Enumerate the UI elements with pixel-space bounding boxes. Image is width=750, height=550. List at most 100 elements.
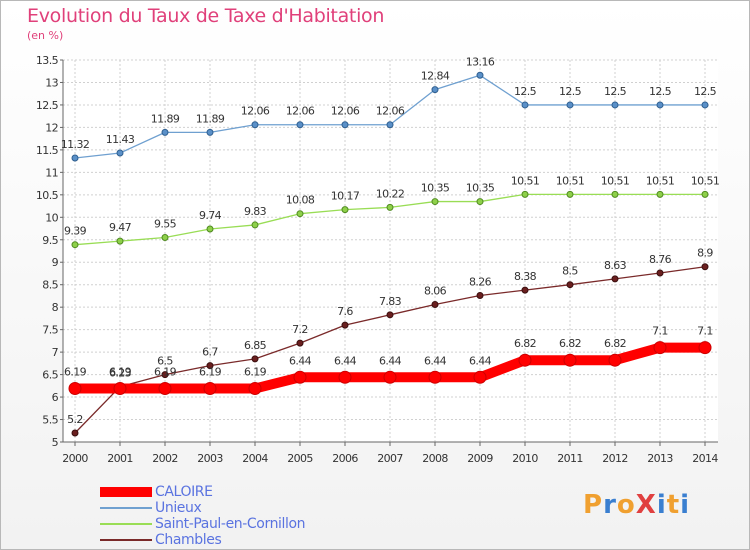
data-point bbox=[566, 101, 574, 109]
data-label: 10.51 bbox=[691, 174, 720, 187]
data-point bbox=[341, 121, 349, 129]
data-label: 9.47 bbox=[109, 221, 132, 234]
x-tick-label: 2014 bbox=[692, 452, 718, 465]
data-point bbox=[206, 362, 214, 370]
data-label: 8.38 bbox=[514, 270, 537, 283]
data-point bbox=[701, 101, 709, 109]
x-tick-label: 2002 bbox=[152, 452, 178, 465]
data-label: 7.2 bbox=[292, 323, 308, 336]
legend-label: Saint-Paul-en-Cornillon bbox=[155, 516, 306, 532]
data-label: 9.74 bbox=[199, 209, 222, 222]
data-point bbox=[521, 101, 529, 109]
data-point bbox=[68, 382, 82, 396]
y-tick-label: 8.5 bbox=[42, 279, 58, 292]
data-point bbox=[476, 291, 484, 299]
data-point bbox=[653, 341, 667, 355]
data-point bbox=[611, 101, 619, 109]
data-label: 5.2 bbox=[67, 413, 83, 426]
data-point bbox=[251, 121, 259, 129]
data-point bbox=[206, 128, 214, 136]
chart-subtitle: (en %) bbox=[27, 29, 64, 42]
data-label: 11.32 bbox=[61, 138, 90, 151]
data-point bbox=[701, 263, 709, 271]
data-label: 6.82 bbox=[514, 337, 536, 350]
data-point bbox=[698, 341, 712, 355]
series-lines bbox=[68, 71, 712, 437]
data-point bbox=[71, 154, 79, 162]
data-point bbox=[656, 190, 664, 198]
data-label: 10.51 bbox=[556, 174, 585, 187]
series-unieux bbox=[71, 71, 709, 162]
chart-title: Evolution du Taux de Taxe d'Habitation bbox=[27, 5, 385, 27]
logo-letter: i bbox=[680, 490, 691, 520]
logo-letter: o bbox=[616, 490, 636, 520]
legend-label: Chambles bbox=[155, 532, 222, 548]
data-point bbox=[701, 190, 709, 198]
data-label: 11.89 bbox=[151, 112, 180, 125]
data-point bbox=[431, 300, 439, 308]
data-point bbox=[341, 206, 349, 214]
data-point bbox=[338, 370, 352, 384]
data-label: 10.22 bbox=[376, 187, 405, 200]
data-label: 12.06 bbox=[286, 105, 315, 118]
data-label: 6.23 bbox=[109, 367, 132, 380]
data-label: 6.19 bbox=[244, 366, 267, 379]
data-label: 9.55 bbox=[154, 218, 177, 231]
data-label: 7.1 bbox=[697, 325, 713, 338]
data-label: 12.84 bbox=[421, 70, 450, 83]
x-tick-label: 2007 bbox=[377, 452, 403, 465]
y-tick-label: 6 bbox=[52, 391, 59, 404]
data-label: 9.83 bbox=[244, 205, 267, 218]
data-label: 6.19 bbox=[199, 366, 222, 379]
data-label: 11.89 bbox=[196, 112, 225, 125]
data-point bbox=[161, 128, 169, 136]
data-point bbox=[428, 370, 442, 384]
data-label: 6.82 bbox=[604, 337, 626, 350]
data-label: 6.7 bbox=[202, 346, 218, 359]
y-tick-label: 10.5 bbox=[36, 189, 59, 202]
data-point bbox=[383, 370, 397, 384]
data-label: 6.44 bbox=[334, 354, 357, 367]
data-point bbox=[476, 71, 484, 79]
x-tick-label: 2003 bbox=[197, 452, 223, 465]
data-label: 13.16 bbox=[466, 55, 495, 68]
data-label: 6.44 bbox=[379, 354, 402, 367]
legend-swatch bbox=[100, 523, 152, 525]
x-tick-label: 2008 bbox=[422, 452, 448, 465]
legend-swatch bbox=[100, 539, 152, 541]
data-label: 8.26 bbox=[469, 275, 492, 288]
data-label: 12.5 bbox=[694, 85, 717, 98]
data-point bbox=[203, 382, 217, 396]
y-tick-label: 9 bbox=[52, 256, 59, 269]
y-tick-label: 10 bbox=[45, 211, 58, 224]
data-point bbox=[563, 353, 577, 367]
data-label: 6.19 bbox=[109, 366, 132, 379]
data-label: 6.5 bbox=[157, 355, 173, 368]
x-tick-label: 2001 bbox=[107, 452, 133, 465]
x-tick-label: 2005 bbox=[287, 452, 313, 465]
logo-letter: r bbox=[603, 490, 617, 520]
y-tick-label: 5.5 bbox=[42, 414, 58, 427]
data-point bbox=[476, 198, 484, 206]
data-point bbox=[71, 429, 79, 437]
data-point bbox=[431, 86, 439, 94]
data-label: 12.5 bbox=[559, 85, 582, 98]
data-label: 11.43 bbox=[106, 133, 135, 146]
data-label: 6.44 bbox=[424, 354, 447, 367]
data-label: 7.6 bbox=[337, 305, 353, 318]
data-point bbox=[473, 370, 487, 384]
data-point bbox=[161, 234, 169, 242]
data-point bbox=[116, 149, 124, 157]
data-point bbox=[656, 101, 664, 109]
axes: 5 5.5 6 6.5 7 7.5 8 8.5 9 9.5 10 10.5 11 11.5 12 12.5 13… bbox=[36, 54, 719, 465]
data-point bbox=[116, 237, 124, 245]
data-label: 10.08 bbox=[286, 194, 315, 207]
data-point bbox=[296, 339, 304, 347]
data-label: 10.17 bbox=[331, 190, 360, 203]
y-tick-label: 12 bbox=[45, 121, 58, 134]
y-tick-label: 13.5 bbox=[36, 54, 59, 67]
y-tick-label: 9.5 bbox=[42, 234, 58, 247]
data-point bbox=[566, 190, 574, 198]
y-tick-label: 11 bbox=[45, 166, 58, 179]
